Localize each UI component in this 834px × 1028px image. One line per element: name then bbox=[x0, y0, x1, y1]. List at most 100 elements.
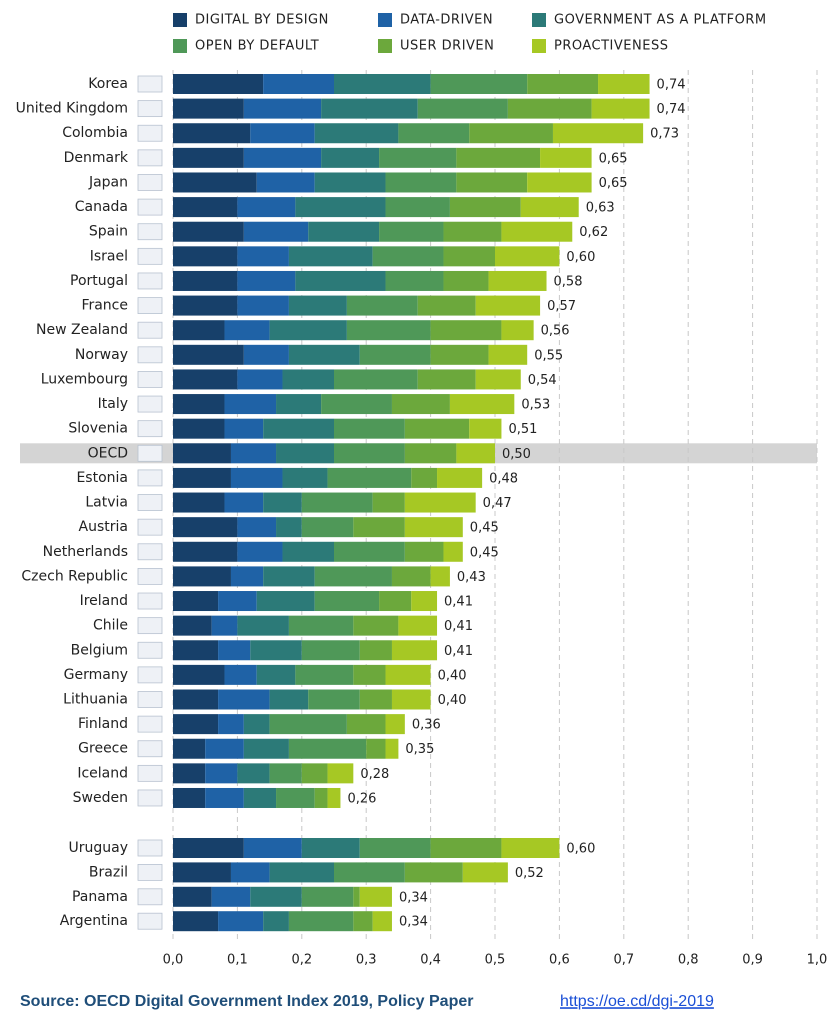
bar-segment bbox=[288, 295, 347, 316]
bar-segment bbox=[353, 911, 373, 932]
bar-segment bbox=[173, 664, 225, 685]
bar-segment bbox=[443, 246, 495, 267]
bar-segment bbox=[173, 640, 219, 661]
bar-segment bbox=[501, 838, 560, 858]
category-label: Lithuania bbox=[63, 692, 128, 708]
bar-segment bbox=[346, 320, 431, 341]
bar-segment bbox=[334, 418, 405, 439]
value-label: 0,50 bbox=[502, 447, 531, 462]
flag bbox=[137, 100, 163, 118]
legend-swatch bbox=[532, 13, 546, 27]
bar-segment bbox=[173, 787, 206, 808]
bar-segment bbox=[230, 467, 283, 488]
legend-swatch bbox=[532, 39, 546, 53]
legend-label: OPEN BY DEFAULT bbox=[195, 39, 319, 54]
category-label: Iceland bbox=[77, 765, 128, 781]
bar-segment bbox=[256, 591, 315, 612]
value-label: 0,57 bbox=[547, 299, 576, 314]
legend-swatch bbox=[173, 13, 187, 27]
bar-segment bbox=[462, 862, 508, 883]
bar-segment bbox=[469, 123, 553, 144]
x-tick-label: 0,1 bbox=[227, 953, 248, 968]
flag bbox=[137, 469, 163, 487]
legend-swatch bbox=[378, 13, 392, 27]
bar-segment bbox=[353, 615, 399, 636]
bar-segment bbox=[205, 787, 244, 808]
bar-segment bbox=[276, 394, 322, 415]
bar-segment bbox=[359, 344, 431, 365]
flag bbox=[137, 715, 163, 733]
bar-segment bbox=[404, 517, 463, 538]
flag bbox=[137, 149, 163, 167]
bar-segment bbox=[243, 787, 277, 808]
bar-segment bbox=[173, 221, 244, 242]
flag bbox=[137, 740, 163, 758]
bar-segment bbox=[308, 221, 380, 242]
bar-segment bbox=[391, 566, 431, 587]
value-label: 0,74 bbox=[657, 102, 686, 117]
bar-segment bbox=[598, 74, 650, 94]
x-tick-label: 0,4 bbox=[420, 953, 441, 968]
category-label: Chile bbox=[93, 618, 128, 634]
bar-segment bbox=[173, 689, 219, 710]
bar-segment bbox=[173, 492, 225, 513]
bar-segment bbox=[173, 295, 238, 316]
category-label: Panama bbox=[72, 889, 128, 905]
bar-segment bbox=[276, 443, 334, 464]
category-label: Sweden bbox=[73, 790, 128, 806]
bar-segment bbox=[269, 763, 302, 784]
bar-segment bbox=[288, 615, 354, 636]
value-label: 0,28 bbox=[360, 767, 389, 782]
bar-segment bbox=[372, 246, 444, 267]
flag bbox=[137, 518, 163, 536]
bar-segment bbox=[404, 443, 457, 464]
bar-segment bbox=[173, 172, 257, 193]
bar-segment bbox=[173, 98, 244, 119]
bar-segment bbox=[379, 591, 412, 612]
flag bbox=[137, 764, 163, 782]
category-label: Brazil bbox=[89, 864, 128, 880]
bar-segment bbox=[173, 738, 206, 759]
category-label: United Kingdom bbox=[16, 101, 128, 117]
bar-segment bbox=[353, 886, 360, 907]
bar-segment bbox=[218, 640, 251, 661]
value-label: 0,60 bbox=[566, 842, 595, 857]
flag bbox=[137, 888, 163, 906]
flag bbox=[137, 223, 163, 241]
bar-segment bbox=[173, 714, 219, 735]
bar-segment bbox=[237, 197, 296, 218]
value-label: 0,41 bbox=[444, 619, 473, 634]
bar-segment bbox=[173, 123, 251, 144]
bar-segment bbox=[353, 664, 386, 685]
bar-segment bbox=[385, 172, 457, 193]
category-label: Germany bbox=[64, 667, 128, 683]
source-link[interactable]: https://oe.cd/dgi-2019 bbox=[560, 993, 714, 1010]
bar-segment bbox=[173, 886, 212, 907]
x-tick-label: 0,9 bbox=[742, 953, 763, 968]
bar-segment bbox=[443, 221, 502, 242]
value-label: 0,34 bbox=[399, 915, 428, 930]
value-label: 0,48 bbox=[489, 471, 518, 486]
bar-segment bbox=[334, 369, 418, 390]
bar-segment bbox=[269, 862, 334, 883]
category-label: Colombia bbox=[62, 125, 128, 141]
x-tick-label: 0,7 bbox=[613, 953, 634, 968]
bar-segment bbox=[173, 763, 206, 784]
bar-segment bbox=[404, 862, 463, 883]
category-label: Luxembourg bbox=[41, 371, 128, 387]
value-label: 0,35 bbox=[405, 742, 434, 757]
flag bbox=[137, 691, 163, 708]
category-label: Estonia bbox=[76, 470, 128, 486]
bar-segment bbox=[173, 74, 264, 94]
bar-segment bbox=[430, 838, 502, 858]
bar-segment bbox=[301, 838, 360, 858]
bar-segment bbox=[276, 787, 315, 808]
category-label: Czech Republic bbox=[21, 568, 128, 584]
bar-segment bbox=[314, 591, 380, 612]
bar-segment bbox=[301, 492, 373, 513]
bar-segment bbox=[314, 172, 386, 193]
bar-segment bbox=[224, 492, 264, 513]
bar-segment bbox=[237, 270, 296, 291]
flag bbox=[137, 247, 163, 265]
